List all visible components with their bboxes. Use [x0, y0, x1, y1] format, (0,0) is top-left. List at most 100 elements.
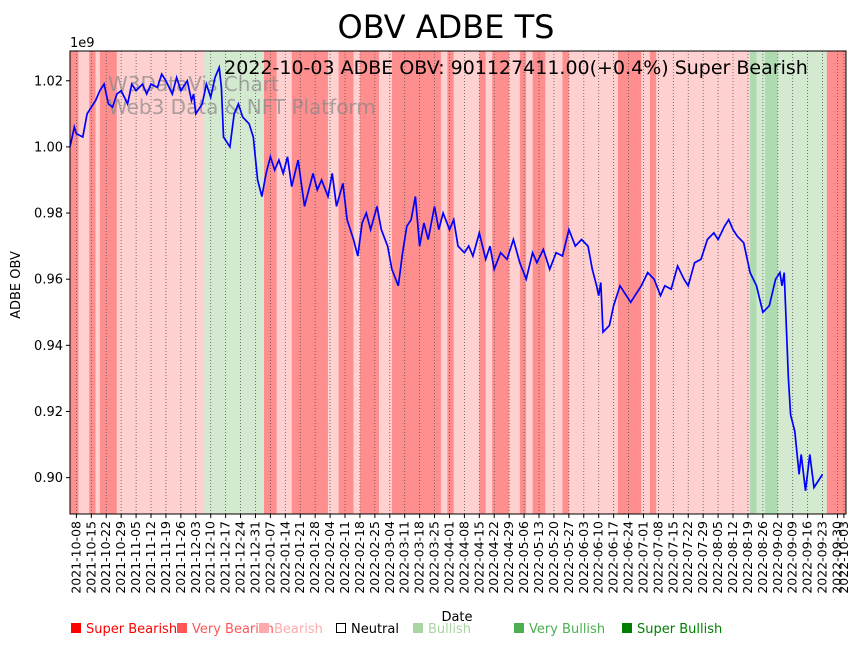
x-tick-label: 2022-04-01 — [441, 521, 456, 594]
x-tick-label: 2022-07-22 — [680, 521, 695, 594]
x-tick-label: 2022-08-26 — [755, 521, 770, 594]
x-tick-label: 2022-01-28 — [307, 521, 322, 594]
regime-band — [519, 51, 527, 514]
y-tick-label: 0.96 — [34, 273, 63, 288]
legend-swatch — [413, 623, 423, 633]
legend-label: Super Bearish — [86, 622, 177, 637]
x-tick-label: 2022-08-05 — [710, 521, 725, 594]
x-tick-label: 2022-05-20 — [546, 521, 561, 594]
x-tick-label: 2022-02-04 — [322, 521, 337, 594]
x-tick-label: 2022-09-09 — [785, 521, 800, 594]
x-tick-label: 2022-05-13 — [531, 521, 546, 594]
x-tick-label: 2022-01-14 — [277, 521, 292, 594]
x-tick-label: 2022-04-22 — [486, 521, 501, 594]
y-tick-label: 1.00 — [34, 140, 63, 155]
regime-band — [826, 51, 846, 514]
legend-swatch — [622, 623, 632, 633]
regime-band — [379, 51, 392, 514]
x-tick-label: 2021-11-05 — [128, 521, 143, 594]
x-tick-label: 2022-07-08 — [650, 521, 665, 594]
x-tick-label: 2022-10-03 — [836, 521, 851, 594]
regime-band — [479, 51, 486, 514]
regime-band — [359, 51, 380, 514]
regime-bands — [70, 51, 846, 514]
x-tick-label: 2022-06-03 — [576, 521, 591, 594]
legend-label: Bullish — [428, 622, 471, 637]
regime-band — [338, 51, 354, 514]
regime-band — [568, 51, 618, 514]
x-tick-label: 2022-07-15 — [665, 521, 680, 594]
regime-band — [617, 51, 642, 514]
x-tick-label: 2021-10-15 — [83, 521, 98, 594]
x-tick-label: 2022-09-30 — [829, 521, 844, 594]
regime-band — [353, 51, 360, 514]
chart-title: OBV ADBE TS — [338, 8, 555, 46]
regime-legend: Super Bearish Very Bearish Bearish Neutral B… — [71, 622, 722, 637]
x-tick-label: 2022-07-01 — [635, 521, 650, 594]
regime-band — [95, 51, 100, 514]
x-tick-label: 2021-10-29 — [113, 521, 128, 594]
legend-swatch — [71, 623, 81, 633]
regime-band — [649, 51, 657, 514]
x-tick-label: 2021-12-17 — [218, 521, 233, 594]
regime-band — [750, 51, 757, 514]
x-tick-label: 2022-07-29 — [695, 521, 710, 594]
x-tick-label: 2022-09-23 — [815, 521, 830, 594]
x-tick-label: 2022-09-16 — [800, 521, 815, 594]
y-tick-label: 1.02 — [34, 74, 63, 89]
x-tick-label: 2022-03-04 — [382, 521, 397, 594]
regime-band — [391, 51, 441, 514]
x-tick-label: 2022-01-21 — [292, 521, 307, 594]
watermark-line-1: W3DataVis Chart — [108, 72, 279, 96]
x-tick-label: 2021-11-26 — [173, 521, 188, 594]
regime-band — [70, 51, 79, 514]
x-tick-label: 2021-11-19 — [158, 521, 173, 594]
regime-band — [99, 51, 117, 514]
plot-frame — [69, 50, 847, 515]
x-tick-label: 2022-04-15 — [471, 521, 486, 594]
regime-band — [492, 51, 510, 514]
x-tick-label: 2021-12-10 — [203, 521, 218, 594]
legend-swatch — [514, 623, 524, 633]
y-tick-label: 0.94 — [34, 339, 63, 354]
x-tick-label: 2021-12-24 — [233, 521, 248, 594]
regime-band — [660, 51, 751, 514]
regime-band — [327, 51, 339, 514]
regime-band — [453, 51, 480, 514]
legend-label: Very Bullish — [529, 622, 605, 637]
y-axis-label: ADBE OBV — [9, 251, 24, 319]
x-tick-label: 2022-02-25 — [367, 521, 382, 594]
regime-band — [204, 51, 264, 514]
x-tick-label: 2022-01-07 — [262, 521, 277, 594]
regime-band — [526, 51, 533, 514]
x-tick-label: 2021-10-22 — [98, 521, 113, 594]
x-tick-label: 2022-08-19 — [740, 521, 755, 594]
regime-band — [276, 51, 292, 514]
x-tick-label: 2022-03-25 — [427, 521, 442, 594]
regime-band — [764, 51, 778, 514]
y-tick-label: 0.90 — [34, 471, 63, 486]
legend-label: Bearish — [274, 622, 323, 637]
x-tick-label: 2022-06-10 — [591, 521, 606, 594]
y-tick-label: 0.92 — [34, 405, 63, 420]
x-tick-label: 2021-12-03 — [188, 521, 203, 594]
x-axis: 2021-10-08 2021-10-15 2021-10-22 2021-10-29… — [68, 514, 851, 594]
regime-band — [485, 51, 493, 514]
y-axis: 0.90 0.92 0.94 0.96 0.98 1.00 1.02 — [34, 74, 70, 486]
x-tick-label: 2022-04-29 — [501, 521, 516, 594]
x-tick-label: 2021-11-12 — [143, 521, 158, 594]
regime-band — [78, 51, 90, 514]
x-tick-label: 2022-09-02 — [770, 521, 785, 594]
x-tick-label: 2022-02-18 — [352, 521, 367, 594]
legend-label: Neutral — [351, 622, 399, 637]
x-tick-label: 2022-08-12 — [725, 521, 740, 594]
regime-band — [447, 51, 454, 514]
regime-band — [777, 51, 827, 514]
y-multiplier-label: 1e9 — [70, 36, 95, 51]
regime-band — [562, 51, 569, 514]
legend-label: Super Bullish — [637, 622, 722, 637]
regime-band — [756, 51, 765, 514]
regime-band — [89, 51, 96, 514]
x-tick-label: 2022-05-06 — [516, 521, 531, 594]
